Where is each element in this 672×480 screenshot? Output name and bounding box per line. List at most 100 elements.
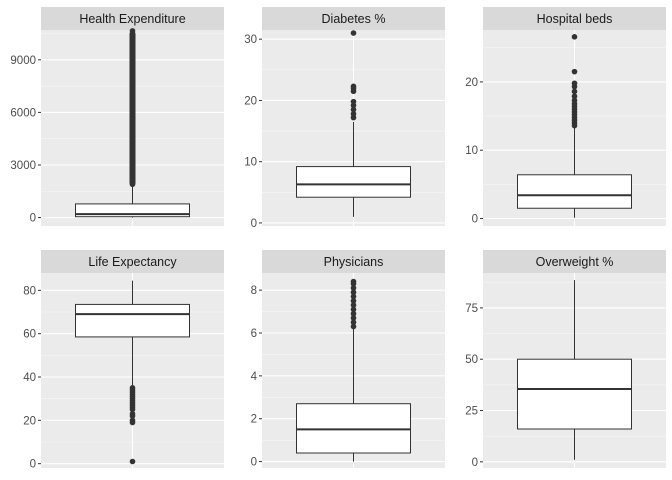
outlier-point <box>129 172 136 179</box>
y-tick-label: 0 <box>30 213 36 225</box>
outlier-point <box>350 98 357 105</box>
y-tick-label: 3000 <box>10 160 36 172</box>
outlier-point <box>129 137 136 144</box>
facet-title: Physicians <box>324 255 384 269</box>
y-tick-label: 60 <box>23 329 36 341</box>
outlier-point <box>129 42 136 49</box>
y-tick-label: 0 <box>30 459 36 471</box>
facet-panel-3: Life Expectancy 0 20 40 60 80 <box>23 250 224 471</box>
outlier-point <box>129 127 136 133</box>
y-tick-label: 2 <box>251 414 257 426</box>
outlier-point <box>571 68 578 75</box>
facet-strip <box>262 7 445 30</box>
outlier-point <box>350 310 357 317</box>
y-tick-label: 20 <box>465 77 478 89</box>
outlier-point <box>350 302 357 308</box>
y-tick-label: 30 <box>244 34 257 46</box>
facet-strip <box>483 7 666 30</box>
outlier-point <box>129 58 136 65</box>
outlier-point <box>350 298 357 304</box>
outlier-point <box>129 181 136 188</box>
facet-title: Health Expenditure <box>79 12 185 26</box>
outlier-point <box>350 83 357 90</box>
iqr-box <box>75 303 190 338</box>
y-tick-label: 80 <box>23 285 36 297</box>
outlier-point <box>129 90 136 96</box>
facet-strip <box>41 250 224 273</box>
outlier-point <box>129 148 136 154</box>
outlier-point <box>350 111 357 117</box>
y-tick-label: 6 <box>251 328 257 340</box>
outlier-point <box>571 93 578 100</box>
y-tick-label: 20 <box>244 95 257 107</box>
y-tick-label: 0 <box>472 457 478 469</box>
outlier-point <box>129 153 136 160</box>
outlier-point <box>129 168 136 174</box>
outlier-point <box>129 158 136 165</box>
outlier-point <box>129 100 136 107</box>
outlier-point <box>129 48 136 54</box>
y-tick-label: 0 <box>251 218 257 230</box>
iqr-box <box>296 166 411 198</box>
outlier-point <box>350 30 357 36</box>
y-tick-label: 40 <box>23 372 36 384</box>
outlier-point <box>571 34 578 40</box>
facet-strip <box>41 7 224 30</box>
facet-panel-4: Physicians 0 2 4 6 8 <box>251 250 445 469</box>
outlier-point <box>350 278 357 285</box>
outlier-point <box>571 97 578 104</box>
outlier-point <box>129 32 136 39</box>
outlier-point <box>129 116 136 123</box>
y-tick-label: 6000 <box>10 107 36 119</box>
y-tick-label: 50 <box>465 354 478 366</box>
iqr-box <box>296 403 411 454</box>
outlier-point <box>129 95 136 102</box>
y-tick-label: 10 <box>244 157 257 169</box>
outlier-point <box>129 111 136 117</box>
facet-strip <box>262 250 445 273</box>
outlier-point <box>129 132 136 138</box>
facet-strip <box>483 250 666 273</box>
outlier-point <box>129 28 136 34</box>
outlier-point <box>350 293 357 300</box>
facet-panel-0: Health Expenditure 0 3000 6000 9000 <box>10 7 224 226</box>
outlier-point <box>350 319 357 326</box>
y-tick-label: 10 <box>465 145 478 157</box>
y-tick-label: 0 <box>472 213 478 225</box>
outlier-point <box>129 37 136 44</box>
facet-title: Overweight % <box>536 255 614 269</box>
iqr-box <box>517 358 632 430</box>
outlier-point <box>571 80 578 87</box>
outlier-point <box>350 289 357 296</box>
outlier-point <box>129 106 136 112</box>
facet-title: Life Expectancy <box>88 255 177 269</box>
y-tick-label: 9000 <box>10 55 36 67</box>
iqr-box <box>517 174 632 209</box>
outlier-point <box>129 406 136 413</box>
y-tick-label: 8 <box>251 285 257 297</box>
outlier-point <box>129 458 136 465</box>
facet-title: Diabetes % <box>322 12 386 26</box>
y-tick-label: 0 <box>251 457 257 469</box>
facet-panel-2: Hospital beds 0 10 20 <box>465 7 666 226</box>
y-tick-label: 20 <box>23 415 36 427</box>
outlier-point <box>129 79 136 86</box>
outlier-point <box>129 64 136 70</box>
outlier-point <box>129 74 136 81</box>
y-tick-label: 75 <box>465 303 478 315</box>
outlier-point <box>129 419 136 426</box>
outlier-point <box>129 85 136 91</box>
facet-panel-1: Diabetes % 0 10 20 30 <box>244 7 445 230</box>
outlier-point <box>129 163 136 170</box>
outlier-point <box>129 121 136 128</box>
outlier-point <box>129 177 136 183</box>
y-tick-label: 25 <box>465 406 478 418</box>
outlier-point <box>350 306 357 313</box>
outlier-point <box>129 413 136 419</box>
facet-panel-5: Overweight % 0 25 50 75 <box>465 250 666 469</box>
outlier-point <box>350 315 357 321</box>
outlier-point <box>571 88 578 95</box>
y-tick-label: 4 <box>251 371 258 383</box>
outlier-point <box>350 106 357 113</box>
